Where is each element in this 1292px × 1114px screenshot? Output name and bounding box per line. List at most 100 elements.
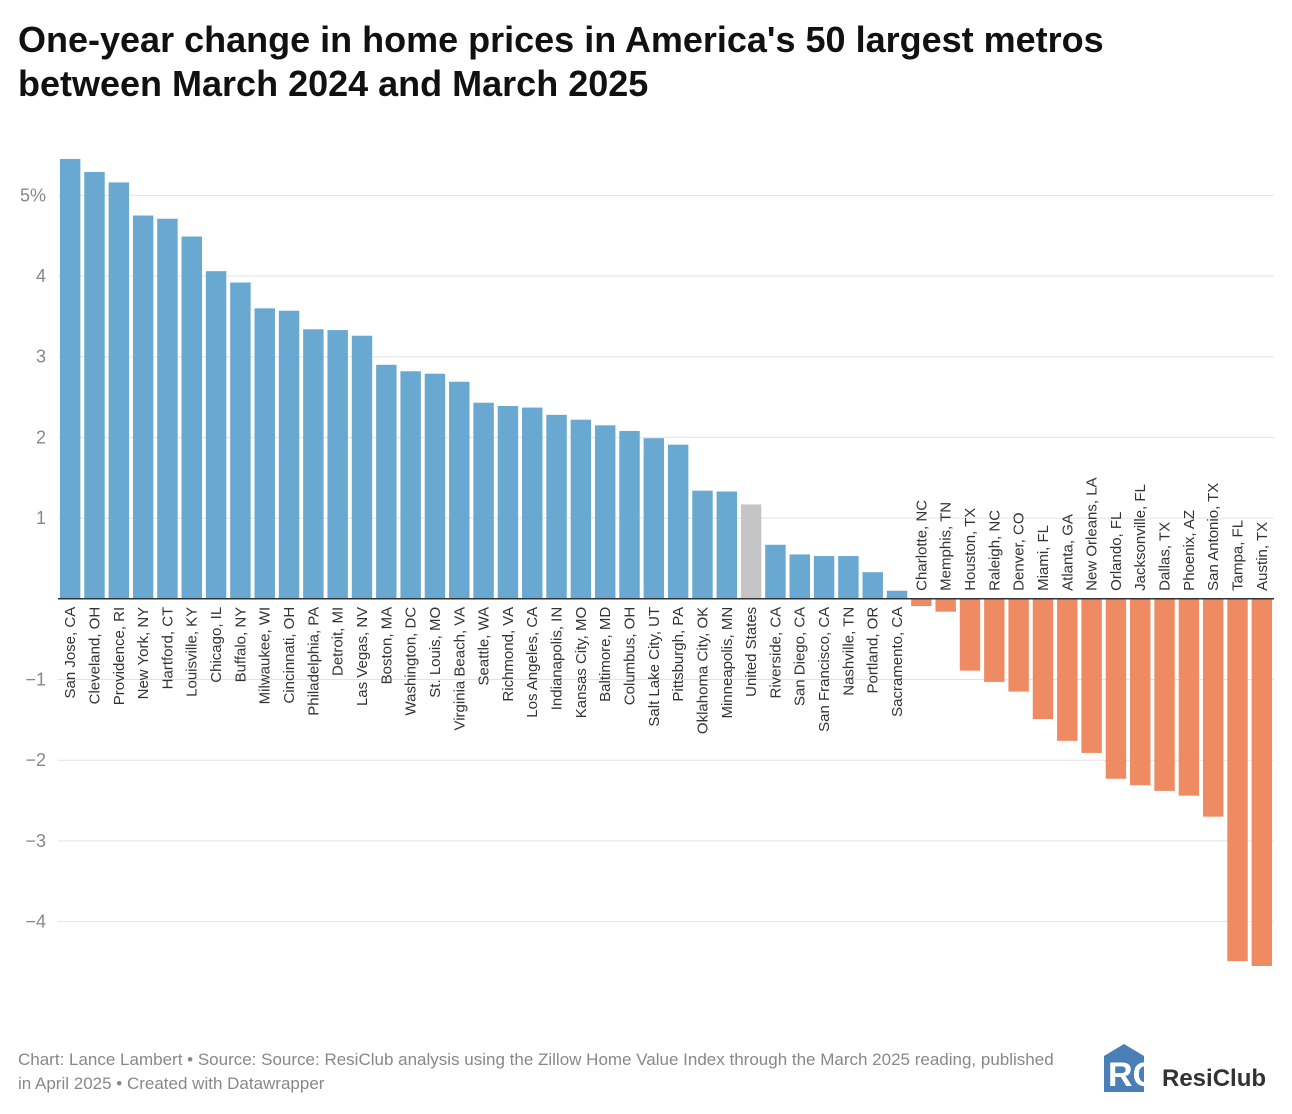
logo-mark: RC <box>1108 1056 1157 1094</box>
bar <box>692 490 713 599</box>
bar <box>376 364 397 599</box>
bar <box>1081 598 1102 753</box>
bar <box>813 556 835 599</box>
x-tick-label: Sacramento, CA <box>889 607 906 717</box>
bar <box>157 218 178 599</box>
x-tick-label: Raleigh, NC <box>986 510 1003 591</box>
x-tick-label: Washington, DC <box>403 607 420 716</box>
x-tick-label: Buffalo, NY <box>232 607 249 683</box>
x-tick-label: Louisville, KY <box>184 607 201 697</box>
bar <box>400 371 421 599</box>
footer: Chart: Lance Lambert • Source: Source: R… <box>18 1050 1054 1093</box>
logo-icon <box>1104 1044 1144 1092</box>
bar <box>522 407 543 599</box>
x-tick-label: Memphis, TN <box>938 502 955 591</box>
bar <box>838 556 859 599</box>
x-tick-label: Denver, CO <box>1011 512 1028 590</box>
x-tick-label: Cincinnati, OH <box>281 607 298 704</box>
x-tick-label: Los Angeles, CA <box>524 607 541 718</box>
bar <box>108 182 130 599</box>
y-tick-label: −1 <box>25 670 46 690</box>
bar <box>1202 598 1224 817</box>
x-tick-label: Orlando, FL <box>1108 512 1125 591</box>
bar <box>1130 598 1151 786</box>
bar <box>740 504 762 599</box>
x-tick-label: St. Louis, MO <box>427 607 444 698</box>
bar <box>1227 598 1248 962</box>
x-tick-label: Hartford, CT <box>159 607 176 690</box>
x-tick-label: San Antonio, TX <box>1205 483 1222 591</box>
x-tick-label: Indianapolis, IN <box>549 607 566 710</box>
x-tick-label: New York, NY <box>135 607 152 700</box>
x-tick-label: Chicago, IL <box>208 607 225 683</box>
bar <box>570 419 592 599</box>
x-tick-label: Jacksonville, FL <box>1132 484 1149 591</box>
bar <box>303 329 324 599</box>
logo-text: ResiClub <box>1162 1065 1266 1092</box>
x-tick-label: San Jose, CA <box>62 607 79 699</box>
y-tick-label: −3 <box>25 831 46 851</box>
x-tick-label: Boston, MA <box>378 607 395 685</box>
chart: 5% 4 3 2 1 −1 −2 −3 −4 San Jose, CA Cleveland, OH P… <box>20 159 1274 966</box>
x-tick-label: United States <box>743 607 760 697</box>
x-tick-label: Baltimore, MD <box>597 607 614 702</box>
bar <box>1178 598 1200 796</box>
y-tick-label: 2 <box>36 427 46 447</box>
bar <box>862 572 883 599</box>
x-tick-label: Dallas, TX <box>1157 522 1174 591</box>
bar <box>619 430 640 599</box>
x-tick-label: Providence, RI <box>111 607 128 705</box>
x-tick-label: Oklahoma City, OK <box>694 607 711 734</box>
bar <box>984 598 1005 682</box>
x-tick-label: Philadelphia, PA <box>305 607 322 716</box>
x-tick-label: Virginia Beach, VA <box>451 607 468 731</box>
y-tick-label: 1 <box>36 508 46 528</box>
bar <box>1154 598 1175 791</box>
y-tick-label: 5% <box>20 185 46 205</box>
x-tick-label: Tampa, FL <box>1230 520 1247 591</box>
bar <box>497 405 519 599</box>
bar <box>278 310 300 599</box>
bar <box>667 444 689 599</box>
x-tick-label: Portland, OR <box>865 607 882 694</box>
bar <box>716 491 738 599</box>
x-tick-label: San Diego, CA <box>792 607 809 706</box>
x-tick-label: Seattle, WA <box>476 607 493 686</box>
y-tick-label: −4 <box>25 912 46 932</box>
x-tick-label: New Orleans, LA <box>1084 477 1101 590</box>
logo: RC ResiClub <box>1104 1044 1266 1094</box>
bar <box>1032 598 1054 720</box>
x-tick-label: Cleveland, OH <box>86 607 103 705</box>
x-tick-label: Atlanta, GA <box>1059 514 1076 591</box>
x-tick-label: Austin, TX <box>1254 522 1271 591</box>
x-tick-label: Nashville, TN <box>840 607 857 696</box>
bar <box>1008 598 1029 692</box>
x-tick-label: San Francisco, CA <box>816 607 833 732</box>
x-tick-label: Kansas City, MO <box>573 607 590 718</box>
y-tick-label: 3 <box>36 347 46 367</box>
y-tick-label: 4 <box>36 266 46 286</box>
bar <box>765 544 786 599</box>
bar <box>254 308 275 599</box>
bar <box>205 271 227 599</box>
bar <box>424 373 446 599</box>
x-tick-label: Riverside, CA <box>767 607 784 699</box>
x-tick-label: Richmond, VA <box>500 607 517 702</box>
bar <box>181 236 202 599</box>
x-tick-label: Las Vegas, NV <box>354 607 371 706</box>
bar <box>959 598 981 671</box>
x-tick-label: Salt Lake City, UT <box>646 607 663 727</box>
x-tick-label: Minneapolis, MN <box>719 607 736 719</box>
x-tick-label: Houston, TX <box>962 508 979 591</box>
x-tick-label: Miami, FL <box>1035 525 1052 591</box>
x-tick-label: Columbus, OH <box>622 607 639 705</box>
x-tick-label: Detroit, MI <box>330 607 347 676</box>
bar <box>449 381 470 599</box>
bar <box>59 159 81 599</box>
bar <box>1251 598 1273 966</box>
bar <box>132 215 154 599</box>
y-tick-label: −2 <box>25 750 46 770</box>
bar <box>473 402 494 599</box>
x-tick-label: Phoenix, AZ <box>1181 510 1198 591</box>
